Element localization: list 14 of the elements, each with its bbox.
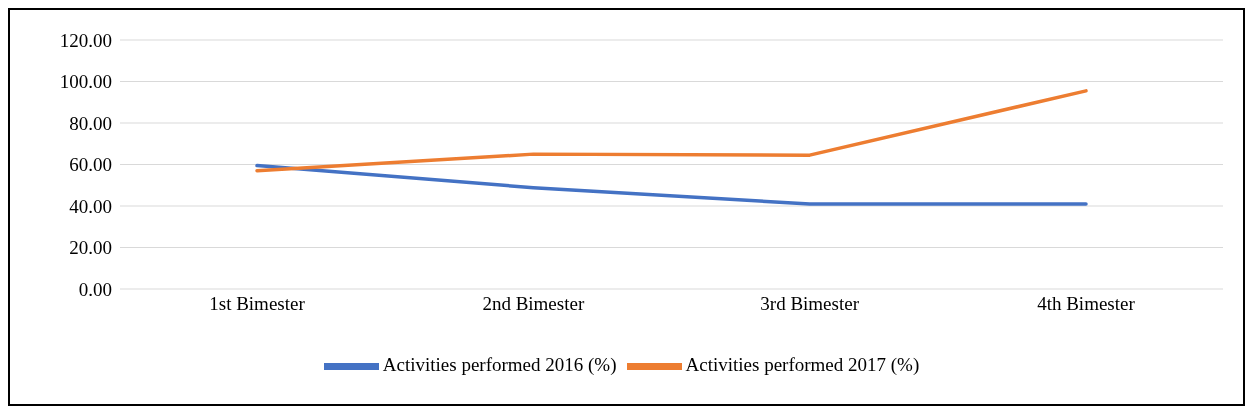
y-tick-label: 120.00 xyxy=(59,29,112,51)
legend-label: Activities performed 2016 (%) xyxy=(382,353,617,375)
x-tick-label: 2nd Bimester xyxy=(482,293,585,315)
y-tick-label: 100.00 xyxy=(59,71,112,93)
y-tick-label: 60.00 xyxy=(69,154,112,176)
x-tick-label: 1st Bimester xyxy=(209,293,306,315)
y-tick-label: 0.00 xyxy=(78,278,112,300)
y-tick-label: 80.00 xyxy=(69,112,112,134)
legend-label: Activities performed 2017 (%) xyxy=(685,353,920,375)
line-series xyxy=(255,89,1088,173)
x-tick-label: 4th Bimester xyxy=(1037,293,1136,315)
x-tick-label: 3rd Bimester xyxy=(760,293,860,315)
y-tick-label: 40.00 xyxy=(69,195,112,217)
y-tick-label: 20.00 xyxy=(69,237,112,259)
